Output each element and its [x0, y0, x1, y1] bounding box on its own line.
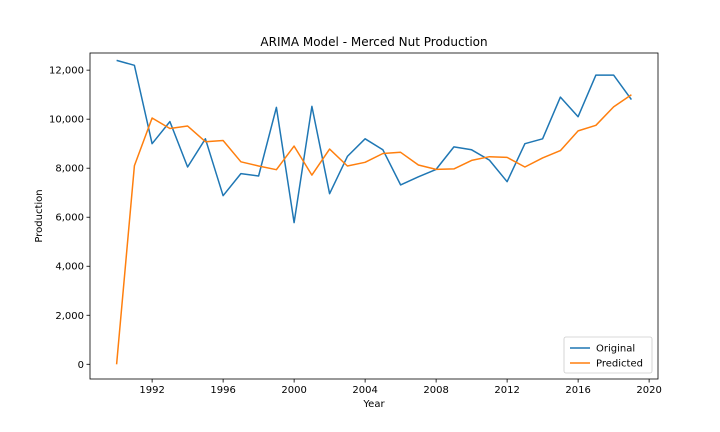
x-tick-label: 2020	[636, 385, 661, 396]
plot-frame	[89, 52, 659, 380]
legend-label: Predicted	[596, 359, 643, 370]
x-axis: 1992 1996 2000 2004 2008 2012 2016 2020	[139, 379, 662, 396]
legend: Original Predicted	[563, 336, 653, 374]
chart-title: ARIMA Model - Merced Nut Production	[260, 35, 487, 49]
y-tick-label: 2,000	[55, 311, 84, 322]
y-tick-label: 10,000	[49, 115, 84, 126]
y-axis: 0 2,000 4,000 6,000 8,000 10,000 12,000	[49, 66, 90, 371]
plot-series	[115, 59, 633, 365]
x-tick-label: 2016	[565, 385, 590, 396]
x-tick-label: 2008	[423, 385, 448, 396]
x-tick-label: 2000	[281, 385, 306, 396]
x-axis-label: Year	[362, 399, 385, 410]
x-tick-label: 1992	[139, 385, 164, 396]
y-tick-label: 6,000	[55, 213, 84, 224]
y-tick-label: 8,000	[55, 164, 84, 175]
x-tick-label: 2012	[494, 385, 519, 396]
legend-box	[563, 336, 653, 374]
y-tick-label: 12,000	[49, 66, 84, 77]
series-line-predicted	[115, 94, 632, 365]
y-tick-label: 4,000	[55, 262, 84, 273]
x-tick-label: 2004	[352, 385, 377, 396]
legend-label: Original	[596, 344, 635, 355]
series-line-original	[116, 59, 633, 224]
y-tick-label: 0	[78, 360, 84, 371]
y-axis-label: Production	[34, 189, 45, 242]
x-tick-label: 1996	[210, 385, 235, 396]
